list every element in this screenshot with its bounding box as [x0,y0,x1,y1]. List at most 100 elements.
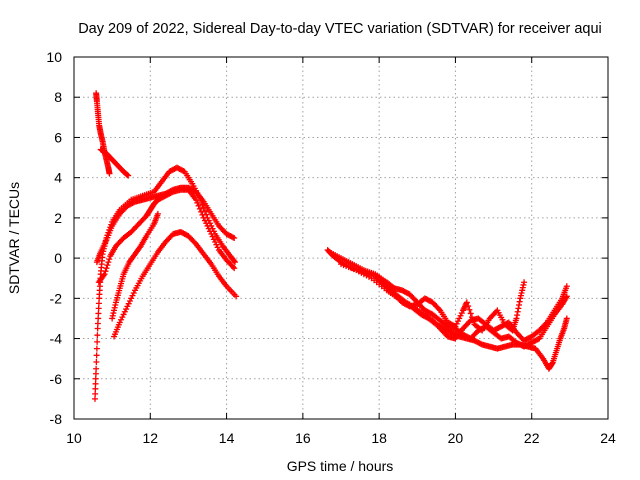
data-point [233,293,240,300]
y-tick-label: 4 [54,170,62,186]
data-point [452,323,459,330]
data-point [467,310,474,317]
data-point [94,320,101,327]
data-point [205,225,212,232]
data-point [193,196,200,203]
y-tick-label: -4 [50,331,63,347]
series-track-e [95,186,238,286]
data-point [199,211,206,218]
x-tick-label: 22 [524,430,540,446]
data-point [95,300,102,307]
y-tick-label: -2 [50,290,63,306]
data-point [231,265,238,272]
data-point [94,332,101,339]
data-point [91,395,98,402]
data-point [231,235,238,241]
series-track-b [97,146,132,179]
y-tick-label: 2 [54,210,62,226]
y-tick-label: -6 [50,371,63,387]
x-tick-label: 12 [142,430,158,446]
data-point [204,222,211,229]
data-point [207,228,214,235]
data-point [456,315,463,322]
data-point [125,300,132,307]
data-point [125,172,132,179]
data-point [94,325,101,332]
data-point [231,258,238,265]
y-tick-label: 8 [54,89,62,105]
y-tick-label: 0 [54,250,62,266]
data-point [93,345,100,352]
data-point [95,305,102,312]
data-point [128,295,135,302]
data-point [154,210,161,217]
data-point [231,259,238,266]
data-point [129,292,136,299]
data-point [92,390,99,397]
y-tick-label: -8 [50,411,63,427]
data-point [95,310,102,317]
grid-lines [74,57,608,419]
series-track-g [111,228,240,340]
data-point [101,271,108,278]
data-point [194,199,201,206]
data-point [198,208,205,215]
data-point [457,312,464,319]
data-point [92,370,99,377]
data-point [200,214,207,221]
data-point [102,268,109,275]
data-point [120,311,127,318]
data-point [93,365,100,372]
series-track-h [324,247,570,372]
y-tick-label: 6 [54,129,62,145]
data-point [454,318,461,325]
data-point [95,315,102,322]
data-point [124,303,131,310]
data-point [94,338,101,345]
data-point [210,236,217,243]
series-track-a [93,90,113,177]
data-point [465,303,472,310]
data-point [119,314,126,321]
axes [73,56,609,420]
data-point [229,234,236,241]
data-point [201,208,208,215]
data-point [100,272,107,279]
data-point [124,171,131,178]
series-track-c [91,164,238,402]
series-track-k [376,275,528,334]
data-point [214,244,221,251]
series-track-f [109,210,161,322]
data-point [208,230,215,237]
data-point [542,320,549,327]
x-tick-label: 16 [295,430,311,446]
data-point [92,380,99,387]
x-axis-ticks: 10 12 14 16 18 20 22 24 [66,57,616,446]
data-point [92,385,99,392]
data-point [92,375,99,382]
x-tick-label: 14 [219,430,235,446]
data-point [104,262,111,269]
data-markers [91,90,570,402]
data-point [563,315,570,322]
data-point [466,306,473,313]
data-point [468,314,475,321]
data-point [126,298,133,305]
data-point [136,244,143,251]
data-point [435,306,442,313]
data-point [195,202,202,209]
data-point [118,316,125,323]
data-point [93,359,100,366]
data-point [213,241,220,248]
data-point [201,217,208,224]
data-point [106,256,113,263]
x-tick-label: 10 [66,430,82,446]
x-axis-label: GPS time / hours [287,458,394,474]
data-point [229,263,236,270]
data-point [463,299,470,306]
data-point [103,265,110,272]
y-tick-label: 10 [46,49,62,65]
data-point [105,259,112,266]
data-point [116,319,123,326]
